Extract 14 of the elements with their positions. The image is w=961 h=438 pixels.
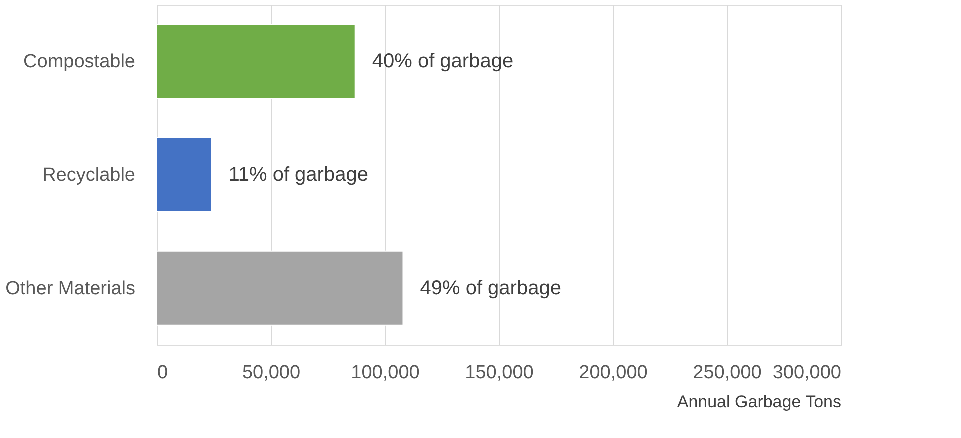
annotation: 40% of garbage <box>372 50 514 73</box>
y-tick-label: Other Materials <box>6 278 136 300</box>
x-tick-label: 50,000 <box>242 362 301 384</box>
x-tick-label: 250,000 <box>693 362 762 384</box>
y-tick-label: Compostable <box>24 52 136 73</box>
y-tick-label: Recyclable <box>42 165 136 186</box>
annotation: 11% of garbage <box>228 164 368 186</box>
x-axis-title: Annual Garbage Tons <box>677 392 842 412</box>
x-tick-label: 300,000 <box>772 362 842 384</box>
x-tick-label: 100,000 <box>351 362 420 384</box>
x-tick-label: 200,000 <box>579 362 648 384</box>
annotation: 49% of garbage <box>420 277 562 300</box>
x-tick-label: 0 <box>158 362 168 384</box>
x-tick-label: 150,000 <box>465 362 534 384</box>
